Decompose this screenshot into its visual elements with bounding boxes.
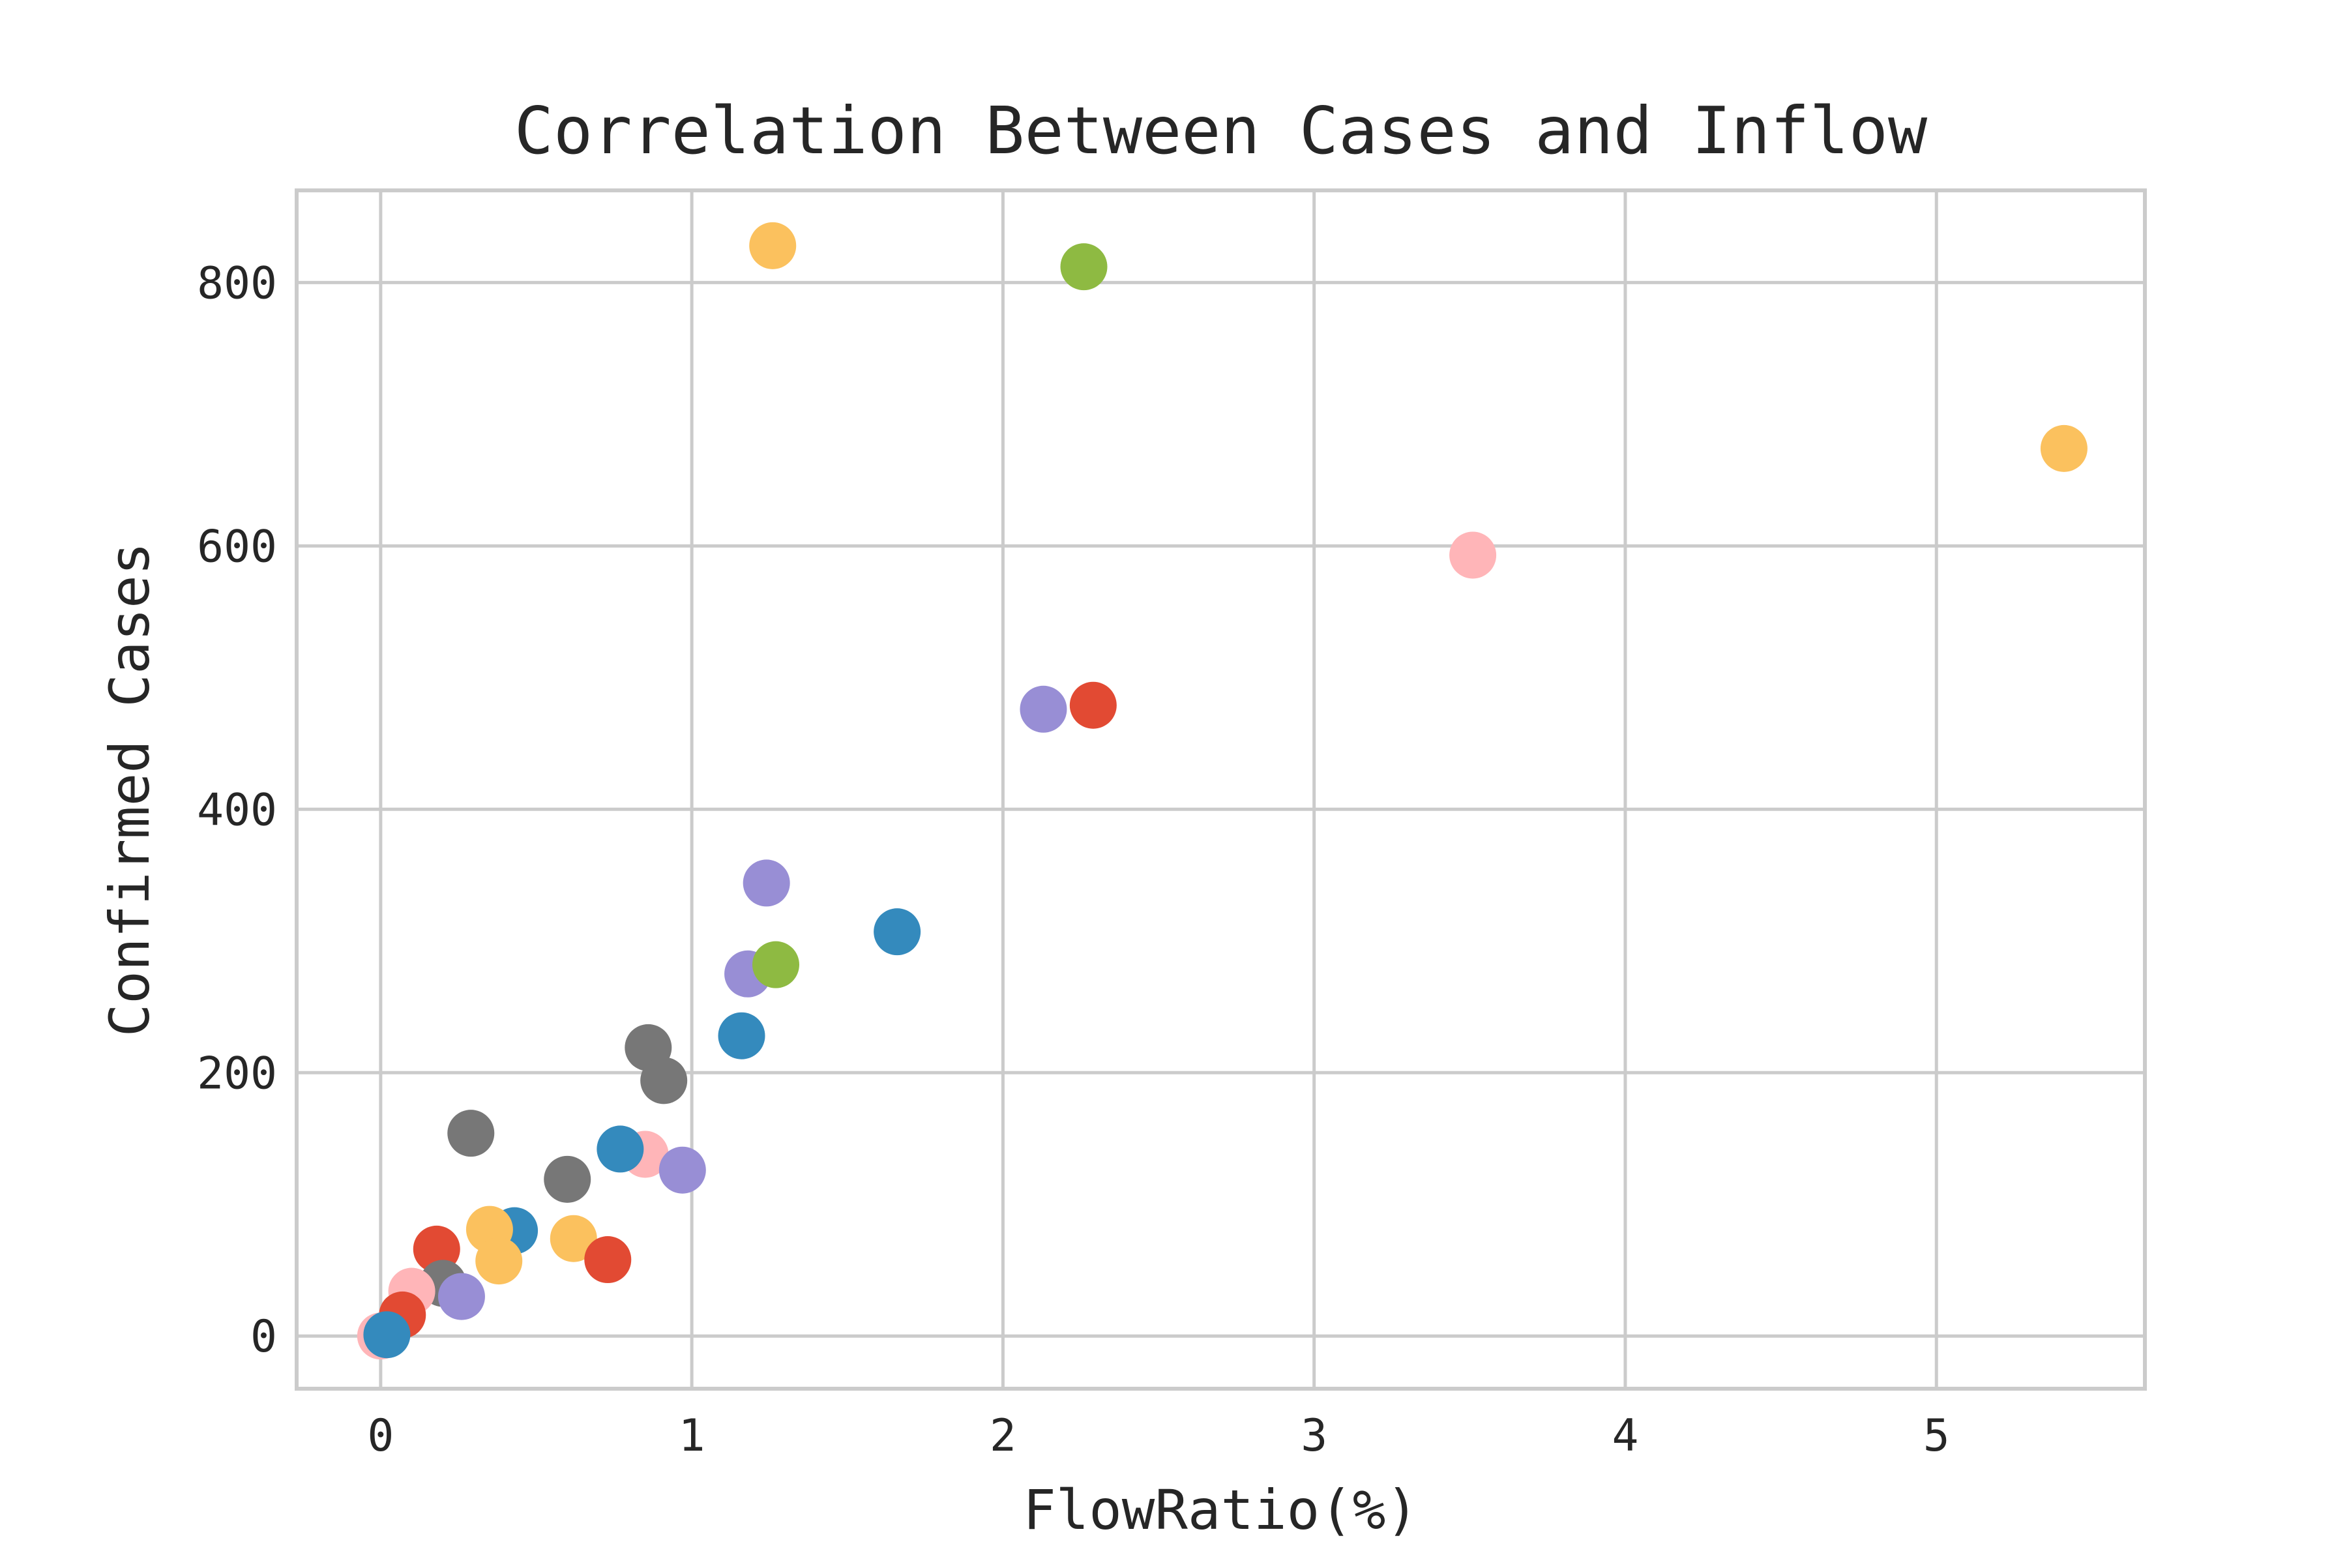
- data-point: [597, 1125, 644, 1173]
- data-point: [718, 1012, 765, 1059]
- data-point: [584, 1236, 632, 1284]
- x-tick-labels: 0 1 2 3 4 5: [367, 1410, 1949, 1462]
- x-tick-label: 4: [1612, 1410, 1638, 1462]
- x-tick-label: 0: [367, 1410, 394, 1462]
- data-point: [437, 1273, 485, 1320]
- y-tick-label: 0: [250, 1311, 277, 1363]
- data-point: [475, 1237, 523, 1285]
- y-tick-label: 400: [197, 784, 277, 836]
- data-point: [550, 1215, 597, 1262]
- data-point: [749, 222, 797, 269]
- data-points: [357, 222, 2088, 1360]
- y-axis-label: Confirmed Cases: [98, 542, 162, 1037]
- y-tick-labels: 0 200 400 600 800: [197, 258, 277, 1363]
- data-point: [743, 859, 790, 907]
- grid-lines: [297, 190, 2145, 1389]
- x-tick-label: 5: [1923, 1410, 1950, 1462]
- data-point: [1060, 243, 1108, 291]
- data-point: [2040, 424, 2088, 472]
- data-point: [658, 1146, 706, 1194]
- y-tick-label: 800: [197, 258, 277, 309]
- chart-title: Correlation Between Cases and Inflow: [514, 93, 1928, 169]
- x-axis-label: FlowRatio(%): [1023, 1478, 1419, 1542]
- data-point: [874, 908, 921, 956]
- data-point: [363, 1311, 411, 1359]
- data-point: [447, 1110, 495, 1157]
- x-tick-label: 2: [990, 1410, 1016, 1462]
- x-tick-label: 1: [679, 1410, 705, 1462]
- data-point: [544, 1155, 591, 1203]
- y-tick-label: 600: [197, 521, 277, 572]
- data-point: [1020, 685, 1067, 733]
- x-tick-label: 3: [1301, 1410, 1327, 1462]
- data-point: [1449, 531, 1497, 579]
- data-point: [752, 941, 799, 988]
- y-tick-label: 200: [197, 1048, 277, 1099]
- data-point: [640, 1057, 688, 1104]
- data-point: [1069, 681, 1117, 729]
- plot-frame: [295, 188, 2147, 1391]
